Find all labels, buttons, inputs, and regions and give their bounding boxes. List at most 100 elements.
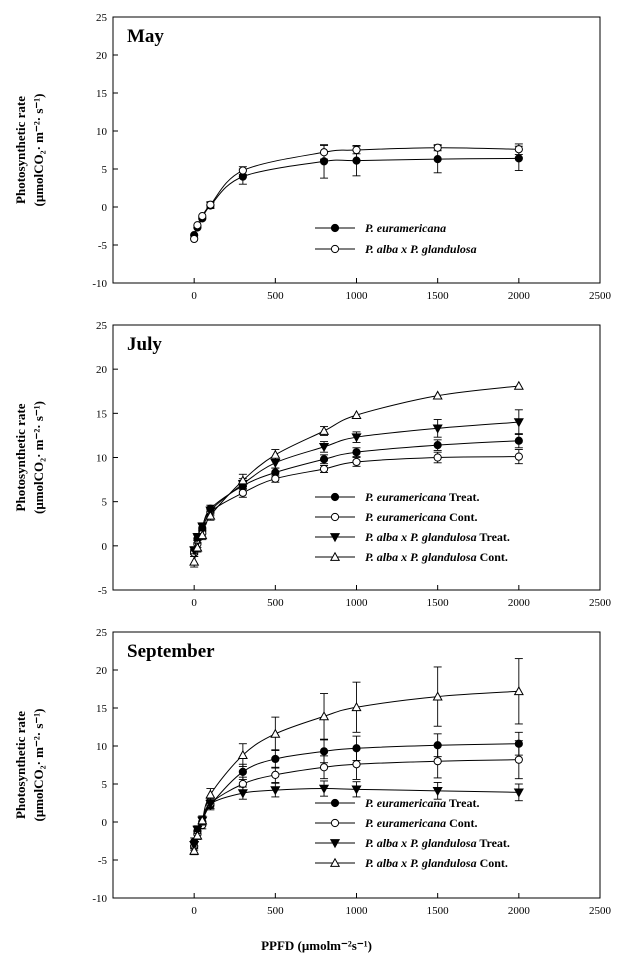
data-point (238, 779, 247, 789)
x-tick-label: 1500 (427, 905, 450, 917)
x-tick-label: 2000 (508, 597, 531, 609)
y-axis-label: Photosynthetic rate (13, 403, 28, 511)
data-point (319, 148, 329, 157)
chart-panel-september: -10 -5 0 5 10 15 20 25 0 500 1000 1500 2000 2500 Septe… (13, 627, 612, 953)
data-point (319, 763, 329, 772)
legend: P. euramericana P. alba x P. glandulosa (315, 221, 477, 256)
panel-title: July (127, 334, 162, 355)
x-tick-label: 0 (191, 597, 197, 609)
y-tick-label: 15 (96, 703, 108, 715)
data-point (513, 788, 524, 798)
data-point (205, 789, 216, 799)
legend-entry: P. euramericana Cont. (365, 510, 477, 524)
data-point (318, 784, 330, 794)
legend-marker (330, 818, 340, 828)
data-point (514, 154, 523, 163)
x-tick-label: 0 (191, 290, 197, 302)
data-point (432, 424, 443, 434)
x-tick-label: 2500 (589, 597, 612, 609)
y-axis-unit-label: (μmolCO₂· m⁻²· s⁻¹) (31, 401, 46, 514)
data-point (352, 145, 361, 155)
series-4 (189, 658, 524, 856)
data-point (513, 418, 524, 428)
y-tick-label: 15 (96, 408, 108, 420)
data-point (351, 702, 362, 712)
x-tick-label: 2500 (589, 905, 612, 917)
data-point (319, 747, 329, 756)
y-axis-unit-label: (μmolCO₂· m⁻²· s⁻¹) (31, 709, 46, 822)
x-tick-label: 1000 (346, 597, 369, 609)
legend-entry: P. alba x P. glandulosa Treat. (365, 836, 510, 850)
data-point (270, 786, 281, 796)
data-point (513, 380, 524, 390)
legend-marker (329, 533, 341, 543)
legend-entry: P. alba x P. glandulosa (365, 242, 477, 256)
legend-entry: P. alba x P. glandulosa Cont. (365, 856, 508, 870)
y-tick-label: 5 (102, 164, 108, 176)
y-tick-label: 20 (96, 50, 108, 62)
series-line (193, 147, 519, 240)
data-point (433, 453, 442, 462)
x-tick-label: 2500 (589, 290, 612, 302)
data-point (189, 556, 200, 566)
y-tick-label: 0 (102, 202, 108, 214)
data-point (318, 425, 330, 435)
legend-marker (330, 798, 340, 808)
data-point (352, 448, 361, 457)
y-tick-label: 25 (96, 12, 108, 24)
legend-marker (330, 492, 340, 502)
y-tick-label: 25 (96, 320, 108, 332)
chart-panel-july: -5 0 5 10 15 20 25 0 500 1000 1500 2000 2500 July Phot… (13, 320, 612, 609)
data-point (271, 770, 280, 779)
data-point (237, 475, 248, 485)
data-point (238, 166, 247, 175)
x-tick-label: 2000 (508, 290, 531, 302)
y-tick-label: -5 (98, 240, 108, 252)
data-point (351, 433, 362, 443)
data-point (318, 711, 330, 721)
chart-panel-may: -10 -5 0 5 10 15 20 25 0 500 1000 1500 2000 2500 May Ph… (13, 12, 612, 302)
y-tick-label: 25 (96, 627, 108, 639)
y-tick-label: 0 (102, 817, 108, 829)
y-tick-label: 5 (102, 779, 108, 791)
data-point (433, 441, 442, 450)
data-point (237, 789, 248, 799)
y-tick-label: -5 (98, 585, 108, 597)
data-point (318, 443, 330, 453)
x-tick-label: 1500 (427, 597, 450, 609)
legend: P. euramericana Treat. P. euramericana Co… (315, 490, 510, 564)
data-point (192, 542, 203, 552)
x-tick-label: 500 (267, 597, 284, 609)
y-tick-label: 5 (102, 497, 108, 509)
data-point (319, 464, 329, 474)
data-point (271, 754, 280, 764)
y-tick-label: 0 (102, 541, 108, 553)
legend-entry: P. alba x P. glandulosa Cont. (365, 550, 508, 564)
data-point (352, 457, 361, 467)
data-point (351, 785, 362, 795)
legend-marker (329, 551, 341, 561)
data-point (270, 728, 281, 738)
y-tick-label: -10 (92, 278, 107, 290)
data-point (514, 145, 523, 154)
data-point (237, 749, 248, 759)
y-axis-label: Photosynthetic rate (13, 96, 28, 204)
data-point (351, 409, 362, 419)
x-tick-label: 1000 (346, 905, 369, 917)
data-point (433, 757, 442, 766)
legend-entry: P. alba x P. glandulosa Treat. (365, 530, 510, 544)
y-tick-label: 10 (96, 741, 108, 753)
data-point (432, 691, 443, 701)
data-point (352, 760, 361, 769)
data-point (319, 455, 329, 464)
y-tick-label: 10 (96, 453, 108, 465)
legend-entry: P. euramericana Treat. (365, 796, 479, 810)
data-point (513, 686, 524, 696)
legend-entry: P. euramericana (365, 221, 446, 235)
data-point (432, 390, 443, 400)
y-tick-label: 20 (96, 364, 108, 376)
y-tick-label: -5 (98, 855, 108, 867)
y-tick-label: 10 (96, 126, 108, 138)
x-tick-label: 1500 (427, 290, 450, 302)
